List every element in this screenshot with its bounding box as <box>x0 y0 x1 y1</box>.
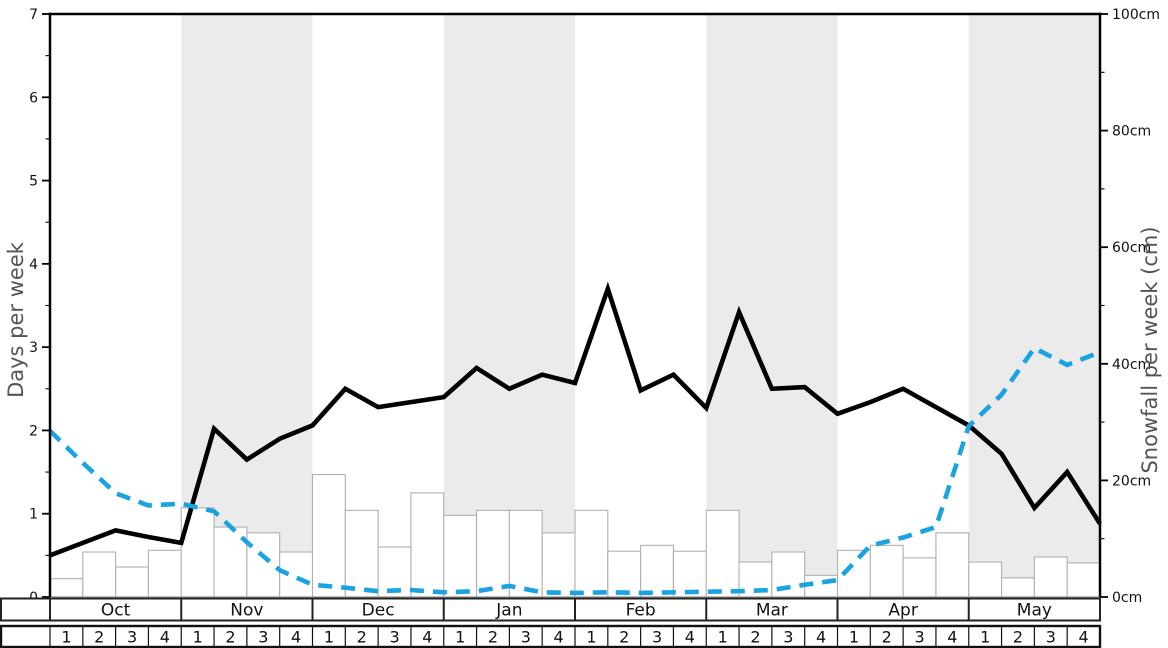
left-tick-label: 1 <box>29 507 38 523</box>
weekly-bar <box>705 509 740 598</box>
week-number-label: 3 <box>127 628 137 647</box>
month-label: Oct <box>101 601 131 621</box>
weekly-bar <box>607 550 642 598</box>
week-number-label: 1 <box>586 628 596 647</box>
left-tick-label: 7 <box>29 7 38 23</box>
weekly-bar <box>935 532 970 598</box>
week-number-label: 2 <box>750 628 760 647</box>
month-label: Nov <box>230 601 263 621</box>
week-number-label: 3 <box>521 628 531 647</box>
snowfall-per-week-cm-line <box>48 345 1101 596</box>
month-row <box>0 597 1101 622</box>
right-tick-label: 0cm <box>1112 590 1142 606</box>
week-number-label: 4 <box>291 628 301 647</box>
month-label: Dec <box>362 601 395 621</box>
weekly-bar <box>1066 562 1101 598</box>
week-number-label: 4 <box>1079 628 1089 647</box>
weekly-bar <box>1001 577 1035 598</box>
weekly-bar <box>771 551 806 598</box>
month-label: Mar <box>756 601 788 621</box>
weekly-bar <box>869 544 904 598</box>
week-number-label: 2 <box>882 628 892 647</box>
left-tick-label: 5 <box>29 174 38 190</box>
week-number-label: 1 <box>980 628 990 647</box>
week-number-label: 4 <box>685 628 695 647</box>
right-tick-label: 60cm <box>1112 240 1151 256</box>
month-shade-band <box>443 14 575 597</box>
right-tick-label: 80cm <box>1112 124 1151 140</box>
weekly-bar <box>115 566 149 598</box>
week-number-label: 4 <box>947 628 957 647</box>
weekly-bar <box>541 532 576 598</box>
week-number-label: 2 <box>357 628 367 647</box>
month-label: Jan <box>495 601 522 621</box>
month-shade-band <box>706 14 838 597</box>
snowy-days-per-week-line <box>49 281 1102 558</box>
week-number-label: 1 <box>193 628 203 647</box>
week-number-label: 2 <box>619 628 629 647</box>
week-number-label: 1 <box>324 628 334 647</box>
weekly-bar <box>147 549 182 598</box>
week-number-label: 1 <box>455 628 465 647</box>
left-tick-label: 2 <box>29 423 38 439</box>
weekly-bar <box>1033 556 1068 598</box>
week-number-label: 2 <box>488 628 498 647</box>
right-tick-label: 20cm <box>1112 473 1151 489</box>
week-number-label: 3 <box>914 628 924 647</box>
week-number-label: 4 <box>160 628 170 647</box>
week-number-label: 3 <box>783 628 793 647</box>
weekly-bar <box>640 544 674 598</box>
weekly-bar <box>311 474 346 598</box>
right-tick-label: 100cm <box>1112 7 1160 23</box>
weekly-bar <box>410 492 445 598</box>
month-label: Apr <box>888 601 917 621</box>
weekly-bar <box>968 561 1003 598</box>
weekly-bar <box>49 578 84 598</box>
week-number-label: 2 <box>1013 628 1023 647</box>
week-number-label: 4 <box>816 628 826 647</box>
week-number-label: 1 <box>849 628 859 647</box>
left-tick-label: 4 <box>29 257 38 273</box>
week-number-label: 3 <box>258 628 268 647</box>
month-shade-band <box>968 14 1100 597</box>
week-number-label: 3 <box>1046 628 1056 647</box>
left-tick-label: 3 <box>29 340 38 356</box>
weekly-bar <box>246 532 281 598</box>
weekly-bar <box>344 509 379 598</box>
left-tick-label: 6 <box>29 90 38 106</box>
weekly-bar <box>476 509 510 598</box>
month-label: Feb <box>626 601 656 621</box>
week-number-label: 1 <box>718 628 728 647</box>
week-number-label: 4 <box>422 628 432 647</box>
week-number-label: 3 <box>389 628 399 647</box>
weekly-bar <box>902 557 937 598</box>
week-number-label: 2 <box>94 628 104 647</box>
weekly-bar <box>574 509 609 598</box>
month-shade-band <box>181 14 313 597</box>
week-number-label: 3 <box>652 628 662 647</box>
weekly-bar <box>508 509 543 598</box>
weekly-bar <box>443 514 478 598</box>
week-number-label: 2 <box>225 628 235 647</box>
week-number-label: 4 <box>554 628 564 647</box>
weekly-bar <box>82 551 117 598</box>
month-label: May <box>1017 601 1052 621</box>
right-tick-label: 40cm <box>1112 357 1151 373</box>
week-number-label: 1 <box>61 628 71 647</box>
